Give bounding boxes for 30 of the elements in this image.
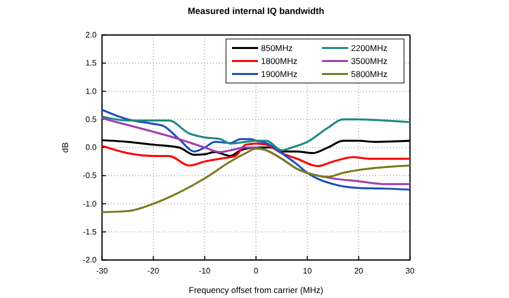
legend-label: 1800MHz bbox=[261, 56, 298, 66]
legend-label: 2200MHz bbox=[351, 42, 388, 53]
line-series bbox=[101, 116, 411, 152]
line-series bbox=[101, 108, 411, 191]
y-tick-label: 0.0 bbox=[85, 143, 98, 152]
line-series bbox=[101, 117, 411, 186]
line-series bbox=[101, 148, 411, 214]
y-tick-label: 1.5 bbox=[85, 58, 98, 68]
x-tick-label: -20 bbox=[148, 266, 160, 276]
legend-label: 5800MHz bbox=[351, 68, 388, 79]
y-tick-label: 0.5 bbox=[85, 114, 98, 124]
line-series bbox=[101, 142, 411, 168]
y-tick-label: -0.5 bbox=[82, 171, 98, 180]
x-tick-label: -30 bbox=[96, 266, 108, 276]
y-axis-title: dB bbox=[60, 142, 70, 153]
legend-label: 1900MHz bbox=[261, 68, 298, 79]
x-tick-label: 0 bbox=[254, 266, 259, 276]
y-tick-label: 1.0 bbox=[85, 86, 98, 96]
y-tick-label: 2.0 bbox=[85, 30, 98, 40]
x-tick-label: 20 bbox=[354, 266, 364, 276]
legend-label: 850MHz bbox=[261, 42, 293, 53]
chart-title: Measured internal IQ bandwidth bbox=[188, 6, 324, 16]
y-tick-label: -2.0 bbox=[82, 256, 98, 265]
y-tick-label: -1.0 bbox=[82, 199, 98, 208]
x-axis-title: Frequency offset from carrier (MHz) bbox=[188, 285, 324, 295]
x-tick-label: 30 bbox=[406, 266, 415, 276]
x-tick-label: -10 bbox=[198, 266, 211, 276]
x-tick-label: 10 bbox=[302, 266, 312, 276]
legend-label: 3500MHz bbox=[351, 56, 388, 66]
y-tick-label: -1.5 bbox=[82, 227, 98, 236]
